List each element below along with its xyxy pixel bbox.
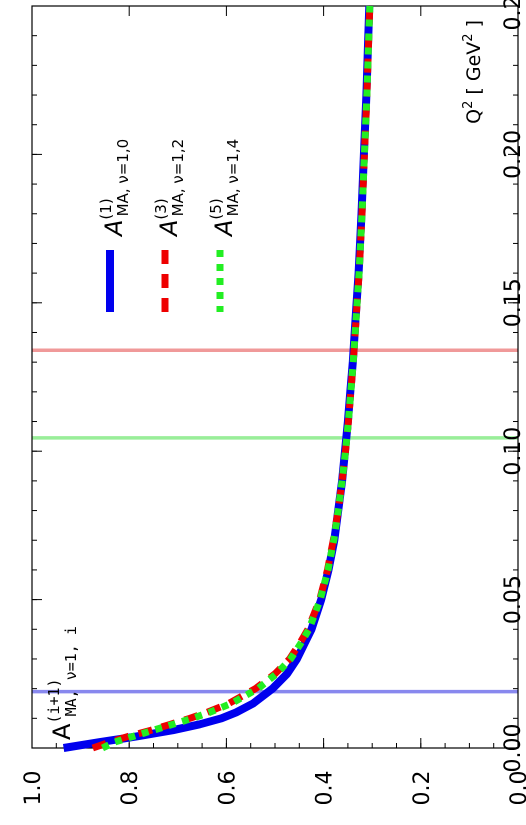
series-line-2: [100, 5, 374, 752]
legend-label-sub-2: MA, ν=1,4: [224, 139, 242, 217]
y-tick-label-1: 0.2: [410, 771, 435, 806]
legend-label-2: A(5)MA, ν=1,4: [207, 139, 242, 238]
legend-label-1: A(3)MA, ν=1,2: [152, 139, 187, 238]
x-axis-title-sup: 2: [461, 101, 476, 109]
series-line-1: [91, 5, 374, 752]
y-tick-label-2: 0.4: [313, 771, 338, 806]
legend-label-0: A(1)MA, ν=1,0: [97, 139, 132, 238]
series-line-0: [62, 5, 374, 752]
reference-line-label: A(i+1)MA, ν=1, i: [45, 626, 80, 740]
x-axis-title-base: Q: [463, 109, 485, 124]
x-tick-label-5: 0.25: [501, 0, 526, 30]
reference-line-label-sup: (i+1): [45, 678, 63, 723]
legend-label-base-2: A: [210, 220, 238, 238]
legend-label-base-1: A: [155, 220, 183, 238]
legend-label-sup-2: (5): [207, 198, 225, 219]
legend-label-sup-1: (3): [152, 198, 170, 219]
legend-label-base-0: A: [100, 220, 128, 238]
legend-label-sub-0: MA, ν=1,0: [114, 139, 132, 217]
y-tick-label-3: 0.6: [215, 771, 240, 806]
reference-line-label-base: A: [48, 723, 76, 740]
x-axis-title: Q2 [ GeV2 ]: [461, 20, 485, 124]
x-axis-title-unit: [ GeV: [463, 42, 485, 101]
plot-root: 0.00.20.40.60.81.00.000.050.100.150.200.…: [21, 0, 526, 806]
reference-line-label-sub: MA, ν=1, i: [62, 626, 80, 716]
x-axis-title-close: ]: [463, 20, 485, 33]
y-tick-label-0: 0.0: [507, 771, 526, 806]
plot-frame: [31, 5, 519, 749]
y-tick-label-4: 0.8: [118, 771, 143, 806]
x-axis-title-unit-sup: 2: [461, 33, 476, 41]
legend-label-sub-1: MA, ν=1,2: [169, 139, 187, 217]
legend-label-sup-0: (1): [97, 198, 115, 219]
y-tick-label-5: 1.0: [21, 771, 46, 806]
